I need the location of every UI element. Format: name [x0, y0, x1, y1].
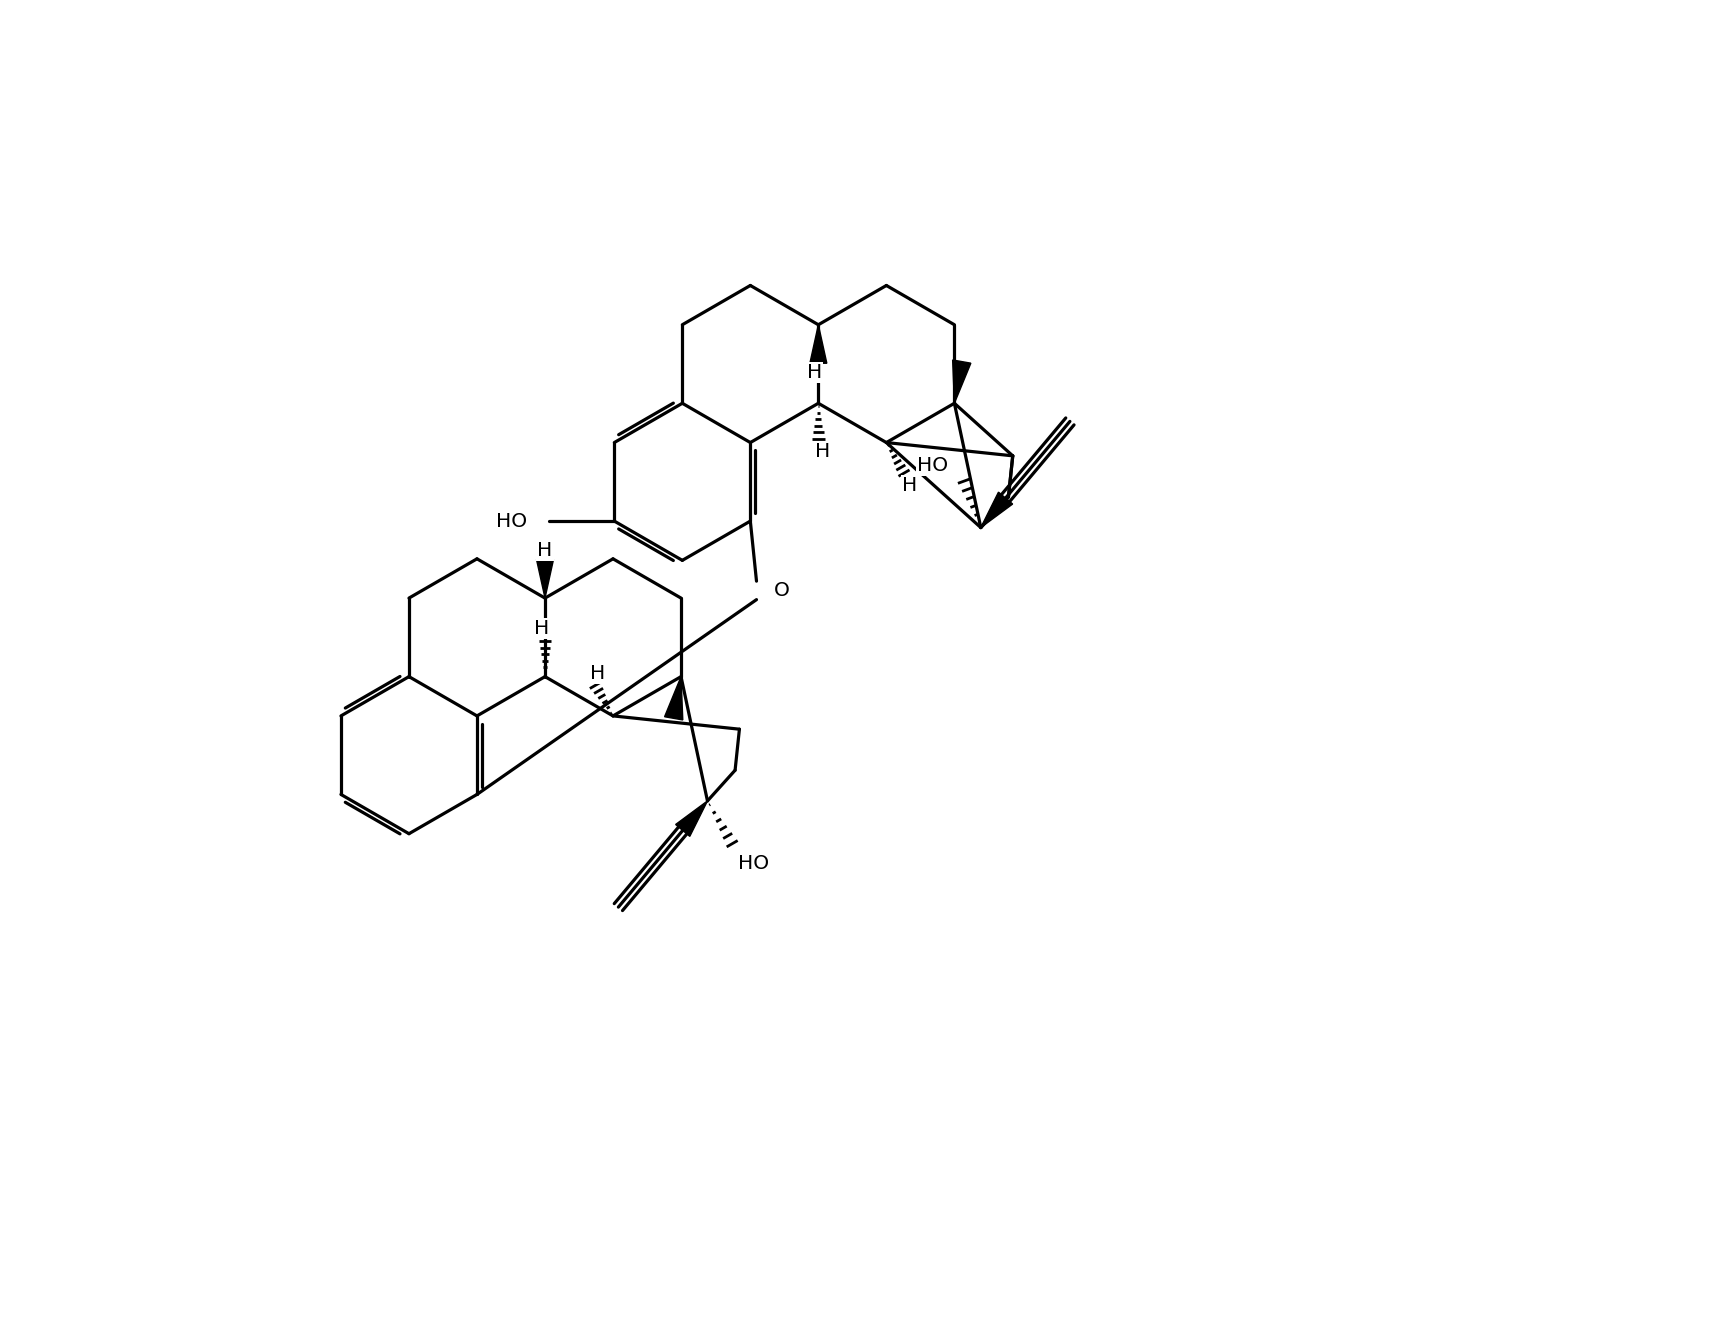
Text: HO: HO [496, 512, 527, 531]
Text: HO: HO [738, 853, 769, 873]
Text: O: O [774, 581, 790, 600]
Text: H: H [902, 476, 918, 495]
Text: H: H [807, 363, 823, 383]
Text: H: H [589, 664, 605, 682]
Text: H: H [814, 441, 829, 460]
Text: H: H [534, 620, 550, 639]
Text: H: H [537, 541, 553, 560]
Polygon shape [665, 677, 683, 720]
Polygon shape [676, 801, 707, 836]
Polygon shape [952, 360, 971, 404]
Polygon shape [982, 492, 1013, 528]
Polygon shape [536, 560, 553, 599]
Polygon shape [810, 325, 826, 363]
Text: HO: HO [918, 456, 949, 475]
